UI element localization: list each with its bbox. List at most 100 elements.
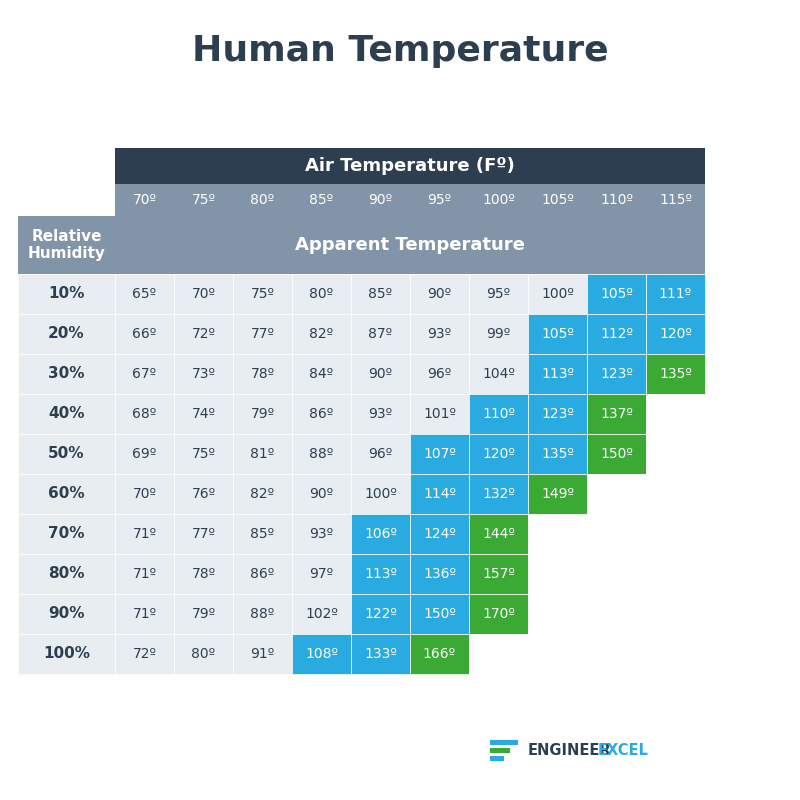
Bar [115, 434, 174, 474]
Bar [18, 274, 115, 314]
Bar [233, 554, 292, 594]
Bar [115, 474, 174, 514]
Bar [469, 554, 528, 594]
Text: 112º: 112º [600, 327, 633, 341]
Bar [115, 634, 174, 674]
Text: 85º: 85º [250, 527, 274, 541]
Text: 90º: 90º [310, 487, 334, 501]
Text: 80º: 80º [191, 647, 215, 661]
Bar [174, 394, 233, 434]
Bar [469, 354, 528, 394]
Bar [646, 554, 705, 594]
Text: 100º: 100º [482, 193, 515, 207]
Text: 135º: 135º [541, 447, 574, 461]
Text: 80%: 80% [48, 566, 85, 582]
Bar [115, 274, 174, 314]
Text: 82º: 82º [250, 487, 274, 501]
Text: 113º: 113º [541, 367, 574, 381]
Text: 99º: 99º [486, 327, 510, 341]
Bar [115, 514, 174, 554]
Bar [174, 434, 233, 474]
Text: 86º: 86º [250, 567, 274, 581]
Bar [528, 594, 587, 634]
Bar [528, 314, 587, 354]
Bar [18, 594, 115, 634]
Text: 80º: 80º [310, 287, 334, 301]
Text: 70º: 70º [133, 193, 157, 207]
Bar [233, 314, 292, 354]
Bar [292, 394, 351, 434]
Text: 91º: 91º [250, 647, 274, 661]
Text: 69º: 69º [132, 447, 157, 461]
Text: 81º: 81º [250, 447, 274, 461]
Bar [469, 474, 528, 514]
Bar [587, 474, 646, 514]
Bar [351, 434, 410, 474]
Bar [587, 434, 646, 474]
Bar [18, 394, 115, 434]
Bar [646, 354, 705, 394]
Bar [233, 394, 292, 434]
Bar [410, 594, 469, 634]
Text: 150º: 150º [600, 447, 633, 461]
Bar [292, 354, 351, 394]
Text: 10%: 10% [48, 286, 85, 302]
Bar [469, 514, 528, 554]
Text: 102º: 102º [305, 607, 338, 621]
Bar [587, 354, 646, 394]
Bar [646, 274, 705, 314]
Text: 93º: 93º [310, 527, 334, 541]
Bar [115, 554, 174, 594]
Text: Air Temperature (Fº): Air Temperature (Fº) [305, 157, 515, 175]
Text: 72º: 72º [191, 327, 215, 341]
Bar [233, 354, 292, 394]
Text: 137º: 137º [600, 407, 633, 421]
Bar [410, 474, 469, 514]
Text: 87º: 87º [369, 327, 393, 341]
Bar [292, 514, 351, 554]
Text: 115º: 115º [659, 193, 692, 207]
Bar [410, 314, 469, 354]
Text: Apparent Temperature: Apparent Temperature [295, 236, 525, 254]
Bar [587, 554, 646, 594]
Text: 88º: 88º [250, 607, 274, 621]
Bar [174, 354, 233, 394]
Text: 95º: 95º [427, 193, 451, 207]
Text: Relative
Humidity: Relative Humidity [27, 229, 106, 261]
Text: 75º: 75º [250, 287, 274, 301]
Text: 150º: 150º [423, 607, 456, 621]
Text: 70º: 70º [133, 487, 157, 501]
Text: 133º: 133º [364, 647, 397, 661]
Bar [292, 274, 351, 314]
Text: 105º: 105º [541, 327, 574, 341]
Text: 20%: 20% [48, 326, 85, 342]
Text: 132º: 132º [482, 487, 515, 501]
Bar [410, 274, 469, 314]
Text: 95º: 95º [486, 287, 510, 301]
Text: 113º: 113º [364, 567, 397, 581]
Bar [587, 314, 646, 354]
Bar [469, 594, 528, 634]
Text: 50%: 50% [48, 446, 85, 462]
Text: 75º: 75º [191, 447, 215, 461]
Text: 86º: 86º [310, 407, 334, 421]
Text: 106º: 106º [364, 527, 397, 541]
Bar [174, 554, 233, 594]
Bar [292, 434, 351, 474]
Text: 166º: 166º [423, 647, 456, 661]
Bar [292, 474, 351, 514]
Bar [410, 554, 469, 594]
Bar [174, 274, 233, 314]
Bar [587, 394, 646, 434]
Bar [587, 514, 646, 554]
Text: 96º: 96º [427, 367, 452, 381]
Text: 78º: 78º [250, 367, 274, 381]
Text: 123º: 123º [541, 407, 574, 421]
Bar [351, 394, 410, 434]
Text: 73º: 73º [191, 367, 215, 381]
Text: 79º: 79º [250, 407, 274, 421]
Text: 65º: 65º [133, 287, 157, 301]
Text: 90º: 90º [427, 287, 451, 301]
Bar [646, 514, 705, 554]
Bar [115, 216, 705, 274]
